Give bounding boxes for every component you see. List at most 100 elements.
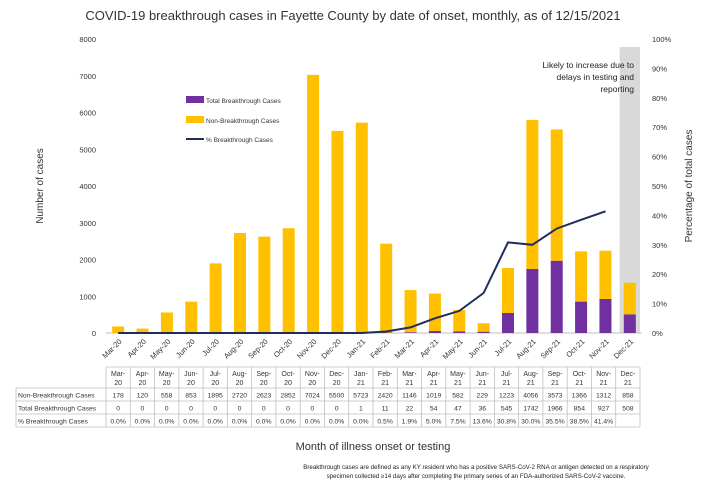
table-cell: 0 bbox=[189, 406, 193, 413]
y2-tick-label: 10% bbox=[652, 300, 667, 309]
table-cell: 0 bbox=[335, 406, 339, 413]
table-header: 21 bbox=[551, 380, 559, 387]
table-row-label: % Breakthrough Cases bbox=[18, 419, 88, 426]
y-tick-label: 5000 bbox=[79, 145, 96, 154]
table-header: Nov- bbox=[305, 371, 320, 378]
table-header: Mar- bbox=[402, 371, 417, 378]
table-header: Apr- bbox=[427, 371, 441, 378]
table-header: Mar- bbox=[111, 371, 126, 378]
x-tick-label: Nov-21 bbox=[587, 337, 610, 360]
bar-non-breakthrough bbox=[550, 129, 563, 261]
table-cell: 0 bbox=[286, 406, 290, 413]
table-header: 21 bbox=[600, 380, 608, 387]
y-tick-label: 4000 bbox=[79, 182, 96, 191]
x-tick-label: Dec-21 bbox=[612, 337, 635, 360]
x-tick-label: Apr-20 bbox=[126, 337, 148, 359]
bar-non-breakthrough bbox=[331, 130, 344, 333]
table-header: 20 bbox=[211, 380, 219, 387]
x-tick-label: Oct-20 bbox=[272, 337, 294, 359]
legend-swatch-breakthrough bbox=[186, 96, 204, 103]
table-cell: 30.0% bbox=[521, 419, 540, 426]
table-header: Dec- bbox=[329, 371, 344, 378]
table-header: Apr- bbox=[136, 371, 150, 378]
x-tick-label: Jun-21 bbox=[466, 337, 489, 360]
bar-non-breakthrough bbox=[526, 119, 539, 269]
footnote-line: Breakthrough cases are defined as any KY… bbox=[303, 464, 649, 471]
table-cell: 38.5% bbox=[570, 419, 589, 426]
table-header: 21 bbox=[430, 380, 438, 387]
bar-non-breakthrough bbox=[502, 268, 514, 313]
table-cell: 0.5% bbox=[377, 419, 393, 426]
table-header: May- bbox=[159, 371, 175, 378]
table-cell: 0 bbox=[213, 406, 217, 413]
table-cell: 47 bbox=[454, 406, 462, 413]
y2-tick-label: 60% bbox=[652, 153, 667, 162]
table-cell: 854 bbox=[574, 406, 586, 413]
table-header: Jun- bbox=[184, 371, 198, 378]
y-tick-label: 0 bbox=[92, 329, 96, 338]
table-cell: 0 bbox=[165, 406, 169, 413]
table-cell: 0 bbox=[262, 406, 266, 413]
table-cell: 2623 bbox=[256, 393, 271, 400]
table-cell: 0 bbox=[116, 406, 120, 413]
table-cell: 0.0% bbox=[207, 419, 223, 426]
table-cell: 1966 bbox=[547, 406, 562, 413]
bar-breakthrough bbox=[428, 331, 441, 333]
table-row-label: Total Breakthrough Cases bbox=[18, 406, 97, 413]
table-header: Oct- bbox=[573, 371, 587, 378]
bar-breakthrough bbox=[453, 331, 466, 333]
table-header: May- bbox=[450, 371, 466, 378]
table-cell: 41.4% bbox=[594, 419, 613, 426]
table-cell: 7.5% bbox=[450, 419, 466, 426]
table-cell: 545 bbox=[501, 406, 513, 413]
chart-title: COVID-19 breakthrough cases in Fayette C… bbox=[85, 8, 621, 23]
footnote: Breakthrough cases are defined as any KY… bbox=[256, 463, 696, 481]
table-cell: 0 bbox=[238, 406, 242, 413]
y2-axis-label: Percentage of total cases bbox=[684, 130, 695, 243]
table-cell: 36 bbox=[478, 406, 486, 413]
bar-non-breakthrough bbox=[428, 293, 441, 332]
table-header: Jul- bbox=[501, 371, 513, 378]
table-cell: 508 bbox=[622, 406, 634, 413]
bar-breakthrough bbox=[575, 301, 588, 333]
x-tick-label: May-21 bbox=[441, 337, 465, 361]
table-cell: 2852 bbox=[280, 393, 295, 400]
table-header: 20 bbox=[163, 380, 171, 387]
table-header: Aug- bbox=[232, 371, 247, 378]
table-header: 21 bbox=[503, 380, 511, 387]
table-cell: 2720 bbox=[232, 393, 247, 400]
bar-non-breakthrough bbox=[160, 312, 173, 333]
bar-non-breakthrough bbox=[234, 233, 246, 333]
legend-label: % Breakthrough Cases bbox=[206, 137, 274, 144]
y2-tick-label: 40% bbox=[652, 211, 667, 220]
bar-non-breakthrough bbox=[209, 263, 222, 333]
table-header: Sep- bbox=[256, 371, 271, 378]
x-tick-label: Apr-21 bbox=[418, 337, 440, 359]
table-header: Oct- bbox=[281, 371, 295, 378]
table-cell: 3573 bbox=[547, 393, 562, 400]
x-tick-label: Aug-20 bbox=[222, 337, 245, 360]
bar-breakthrough bbox=[404, 332, 417, 333]
table-header: Feb- bbox=[378, 371, 393, 378]
table-cell: 5.0% bbox=[426, 419, 442, 426]
bar-non-breakthrough bbox=[258, 236, 271, 333]
x-tick-label: Sep-21 bbox=[539, 337, 562, 360]
x-tick-label: Aug-21 bbox=[514, 337, 537, 360]
chart: 0100020003000400050006000700080000%10%20… bbox=[15, 35, 695, 428]
table-cell: 0.0% bbox=[183, 419, 199, 426]
table-cell: 858 bbox=[622, 393, 634, 400]
table-cell: 0.0% bbox=[135, 419, 151, 426]
x-axis-label: Month of illness onset or testing bbox=[295, 441, 451, 453]
y2-tick-label: 50% bbox=[652, 182, 667, 191]
x-tick-label: Jun-20 bbox=[174, 337, 197, 360]
y2-tick-label: 90% bbox=[652, 64, 667, 73]
bar-breakthrough bbox=[477, 331, 490, 333]
bar-non-breakthrough bbox=[380, 243, 393, 333]
bar-breakthrough bbox=[526, 268, 539, 333]
table-header: 21 bbox=[406, 380, 414, 387]
bar-non-breakthrough bbox=[453, 309, 466, 332]
x-tick-label: Feb-21 bbox=[368, 337, 391, 360]
table-cell: 35.5% bbox=[545, 419, 564, 426]
table-cell: 1366 bbox=[572, 393, 587, 400]
bar-non-breakthrough bbox=[355, 122, 368, 333]
